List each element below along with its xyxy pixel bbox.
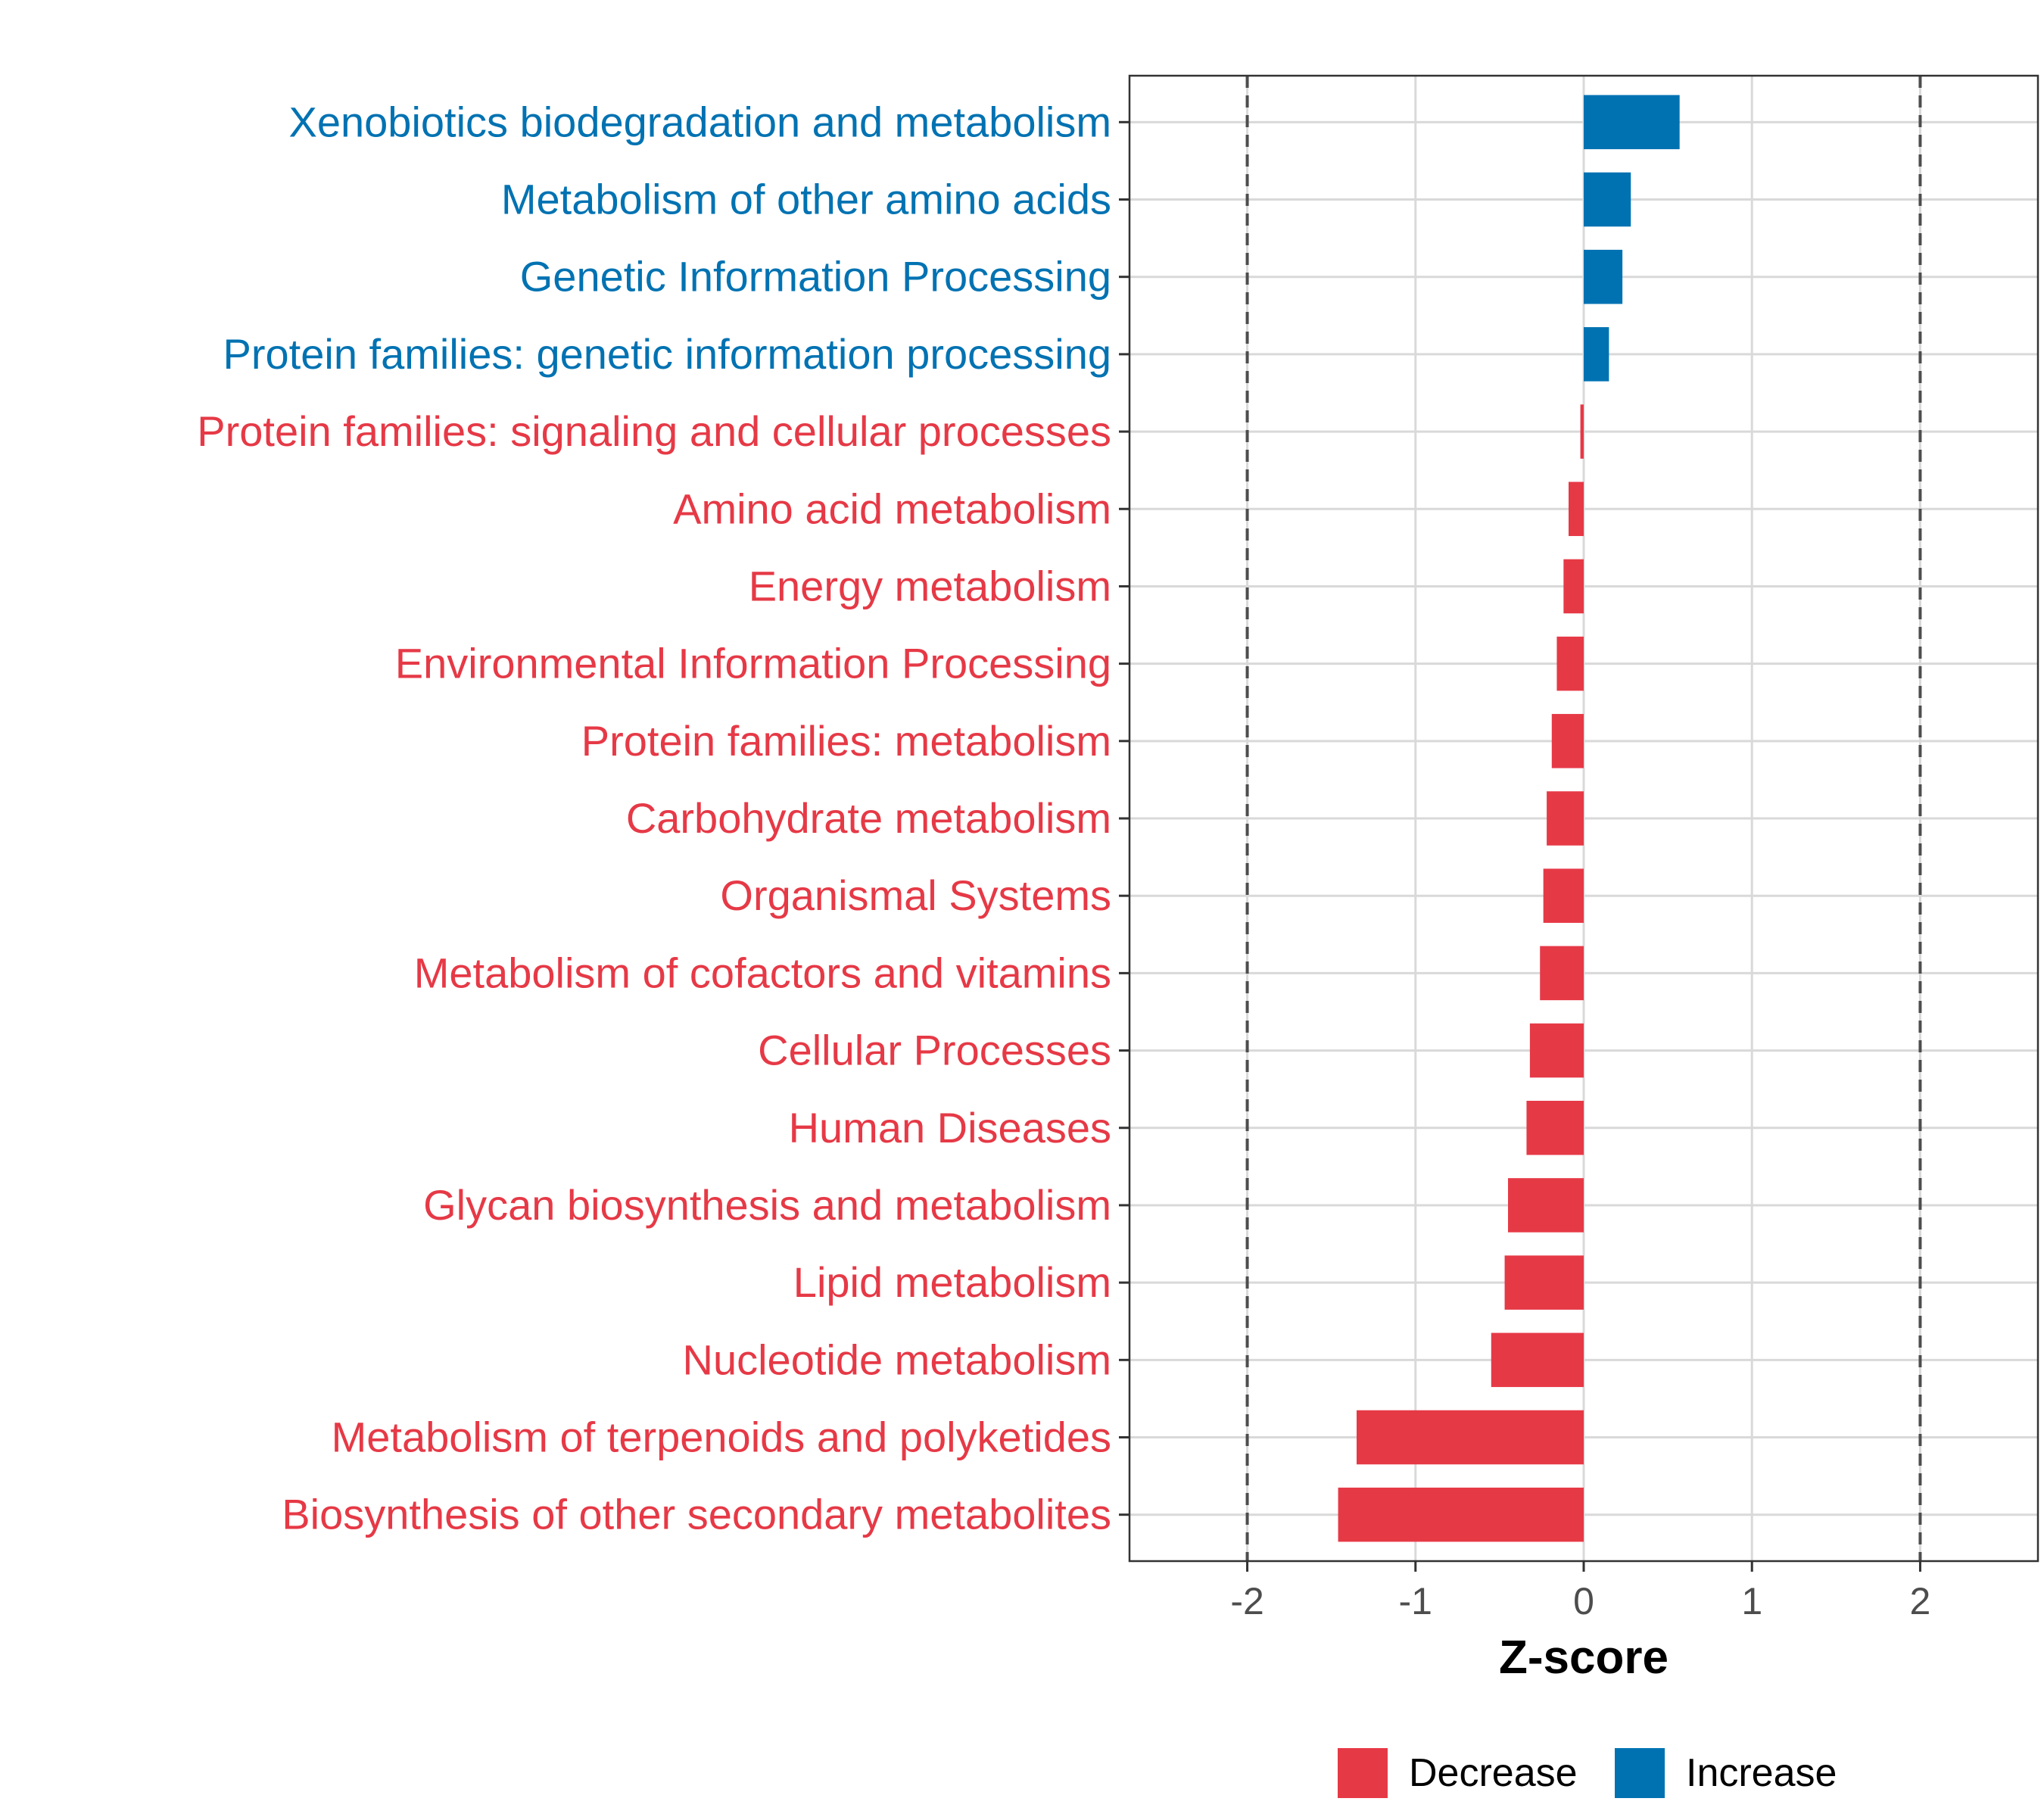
bar	[1529, 1023, 1584, 1078]
category-label: Energy metabolism	[749, 562, 1111, 609]
x-tick-label: -1	[1399, 1580, 1432, 1622]
bar	[1556, 636, 1584, 691]
legend: Decrease Increase	[1338, 1748, 1837, 1798]
bars	[1338, 95, 1680, 1542]
bar	[1526, 1100, 1584, 1155]
category-label: Nucleotide metabolism	[683, 1335, 1111, 1383]
bar	[1338, 1487, 1584, 1542]
category-label: Cellular Processes	[758, 1027, 1111, 1074]
legend-swatch-decrease	[1338, 1748, 1388, 1798]
category-label: Protein families: genetic information pr…	[223, 330, 1111, 378]
category-label: Glycan biosynthesis and metabolism	[423, 1181, 1111, 1229]
legend-label-decrease: Decrease	[1409, 1751, 1578, 1795]
category-label: Environmental Information Processing	[395, 640, 1111, 687]
x-axis-title: Z-score	[1499, 1632, 1669, 1684]
bar	[1563, 559, 1584, 614]
x-tick-labels: -2 -1 0 1 2	[1230, 1580, 1930, 1622]
category-label: Carbohydrate metabolism	[626, 794, 1111, 842]
bar	[1543, 868, 1584, 923]
category-label: Xenobiotics biodegradation and metabolis…	[289, 98, 1111, 145]
legend-swatch-increase	[1615, 1748, 1665, 1798]
bar	[1357, 1410, 1584, 1465]
bar	[1569, 482, 1584, 537]
category-label: Lipid metabolism	[793, 1258, 1111, 1306]
bar	[1584, 327, 1609, 382]
reference-lines	[1245, 76, 1922, 1561]
bar	[1491, 1332, 1584, 1388]
legend-label-increase: Increase	[1686, 1751, 1837, 1795]
category-label: Metabolism of other amino acids	[501, 176, 1111, 223]
bar	[1580, 404, 1584, 459]
bar	[1584, 95, 1680, 150]
category-label: Human Diseases	[789, 1104, 1111, 1152]
y-axis-ticks	[1119, 120, 1129, 1516]
category-label: Protein families: signaling and cellular…	[197, 407, 1111, 455]
category-label: Protein families: metabolism	[581, 717, 1111, 765]
x-tick-label: 1	[1741, 1580, 1762, 1622]
x-tick-label: 0	[1573, 1580, 1594, 1622]
category-label: Metabolism of cofactors and vitamins	[414, 949, 1111, 996]
bar	[1584, 172, 1631, 227]
category-label: Organismal Systems	[720, 871, 1111, 919]
category-label: Genetic Information Processing	[520, 253, 1111, 301]
category-label: Amino acid metabolism	[673, 485, 1111, 532]
bar	[1551, 714, 1584, 768]
category-label: Metabolism of terpenoids and polyketides	[332, 1413, 1111, 1461]
x-tick-label: -2	[1230, 1580, 1263, 1622]
category-label: Biosynthesis of other secondary metaboli…	[282, 1491, 1111, 1538]
bar	[1540, 946, 1584, 1001]
category-labels: Xenobiotics biodegradation and metabolis…	[197, 98, 1111, 1538]
bar	[1584, 249, 1623, 304]
bar	[1547, 791, 1584, 846]
bar	[1508, 1178, 1584, 1233]
x-axis-ticks	[1246, 1561, 1921, 1572]
bar	[1504, 1255, 1584, 1310]
x-tick-label: 2	[1910, 1580, 1931, 1622]
